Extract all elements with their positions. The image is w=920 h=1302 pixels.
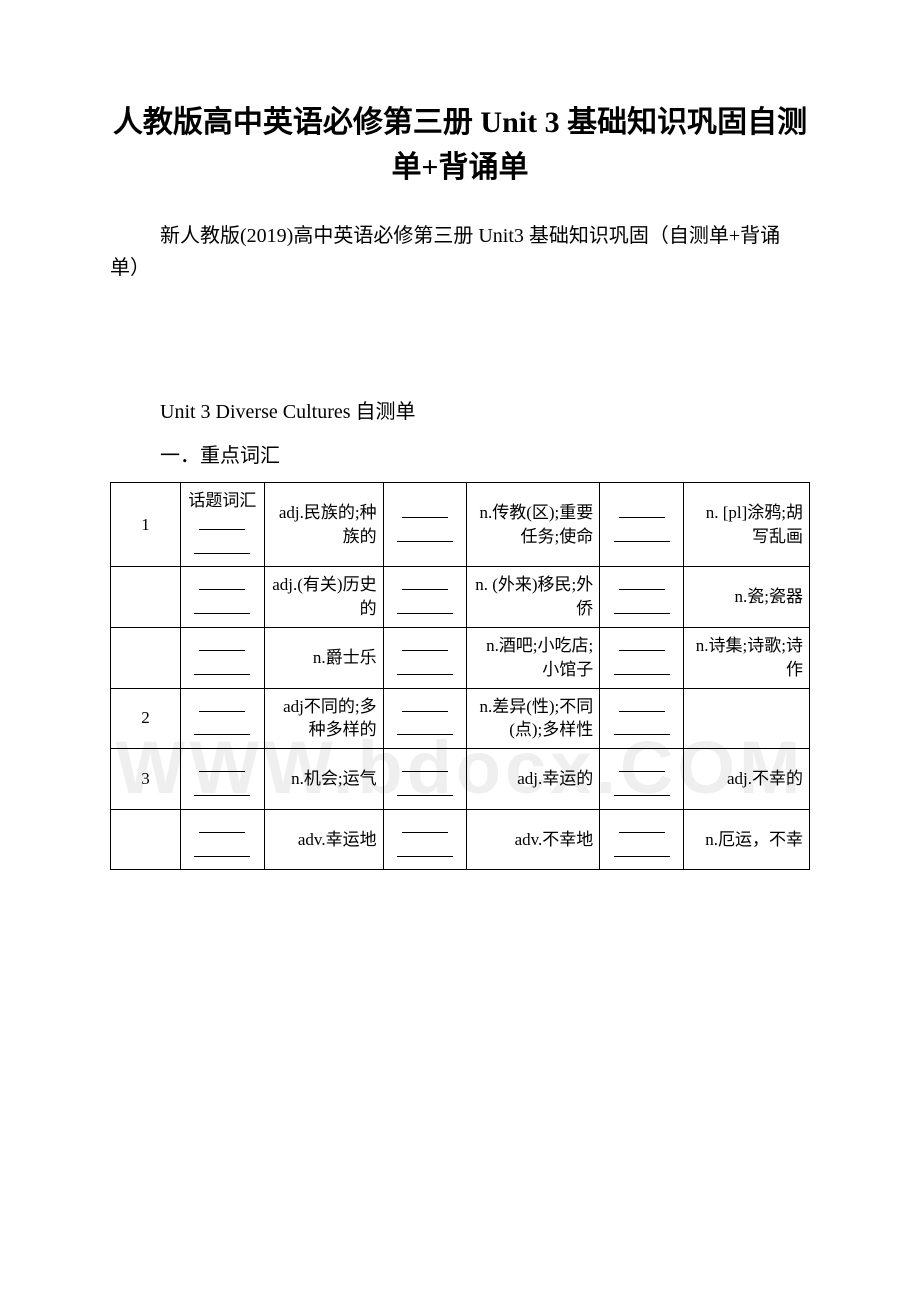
section-heading: 一．重点词汇	[110, 438, 810, 474]
blank-cell	[383, 483, 467, 567]
blank-cell: 话题词汇	[180, 483, 264, 567]
blank-cell	[383, 567, 467, 628]
table-row: 3 n.机会;运气 adj.幸运的 adj.不幸的	[111, 749, 810, 810]
unit-line: Unit 3 Diverse Cultures 自测单	[110, 394, 810, 430]
subtitle-paragraph: 新人教版(2019)高中英语必修第三册 Unit3 基础知识巩固（自测单+背诵单…	[110, 220, 810, 284]
blank-cell	[600, 688, 684, 749]
definition-cell: n.爵士乐	[264, 627, 383, 688]
table-row: adv.幸运地 adv.不幸地 n.厄运，不幸	[111, 809, 810, 870]
definition-cell: n.酒吧;小吃店;小馆子	[467, 627, 600, 688]
definition-cell: adj.幸运的	[467, 749, 600, 810]
blank-cell	[180, 749, 264, 810]
definition-cell: n.厄运，不幸	[684, 809, 810, 870]
definition-cell: adv.不幸地	[467, 809, 600, 870]
blank-cell	[600, 749, 684, 810]
definition-cell: adv.幸运地	[264, 809, 383, 870]
blank-cell	[383, 809, 467, 870]
definition-cell: adj.不幸的	[684, 749, 810, 810]
definition-cell: n.机会;运气	[264, 749, 383, 810]
definition-cell: n.诗集;诗歌;诗作	[684, 627, 810, 688]
row-number	[111, 567, 181, 628]
table-row: 1话题词汇adj.民族的;种族的 n.传教(区);重要任务;使命 n. [pl]涂鸦…	[111, 483, 810, 567]
blank-cell	[180, 809, 264, 870]
blank-cell	[383, 627, 467, 688]
row-number: 1	[111, 483, 181, 567]
blank-cell	[600, 809, 684, 870]
table-row: 2 adj不同的;多种多样的 n.差异(性);不同(点);多样性	[111, 688, 810, 749]
blank-cell	[180, 688, 264, 749]
page-content: 人教版高中英语必修第三册 Unit 3 基础知识巩固自测单+背诵单 新人教版(2…	[110, 100, 810, 870]
blank-cell	[600, 567, 684, 628]
definition-cell: n.传教(区);重要任务;使命	[467, 483, 600, 567]
row-number	[111, 809, 181, 870]
blank-cell	[600, 627, 684, 688]
blank-cell	[600, 483, 684, 567]
blank-cell	[383, 688, 467, 749]
vocab-table: 1话题词汇adj.民族的;种族的 n.传教(区);重要任务;使命 n. [pl]涂鸦…	[110, 482, 810, 870]
row-number	[111, 627, 181, 688]
definition-cell: adj.(有关)历史的	[264, 567, 383, 628]
definition-cell: adj.民族的;种族的	[264, 483, 383, 567]
row-number: 3	[111, 749, 181, 810]
blank-cell	[180, 627, 264, 688]
row-number: 2	[111, 688, 181, 749]
blank-cell	[383, 749, 467, 810]
definition-cell: n. [pl]涂鸦;胡写乱画	[684, 483, 810, 567]
table-row: n.爵士乐 n.酒吧;小吃店;小馆子 n.诗集;诗歌;诗作	[111, 627, 810, 688]
definition-cell: n.差异(性);不同(点);多样性	[467, 688, 600, 749]
page-title: 人教版高中英语必修第三册 Unit 3 基础知识巩固自测单+背诵单	[110, 100, 810, 190]
definition-cell: adj不同的;多种多样的	[264, 688, 383, 749]
definition-cell: n.瓷;瓷器	[684, 567, 810, 628]
table-row: adj.(有关)历史的 n. (外来)移民;外侨 n.瓷;瓷器	[111, 567, 810, 628]
definition-cell: n. (外来)移民;外侨	[467, 567, 600, 628]
definition-cell	[684, 688, 810, 749]
blank-cell	[180, 567, 264, 628]
